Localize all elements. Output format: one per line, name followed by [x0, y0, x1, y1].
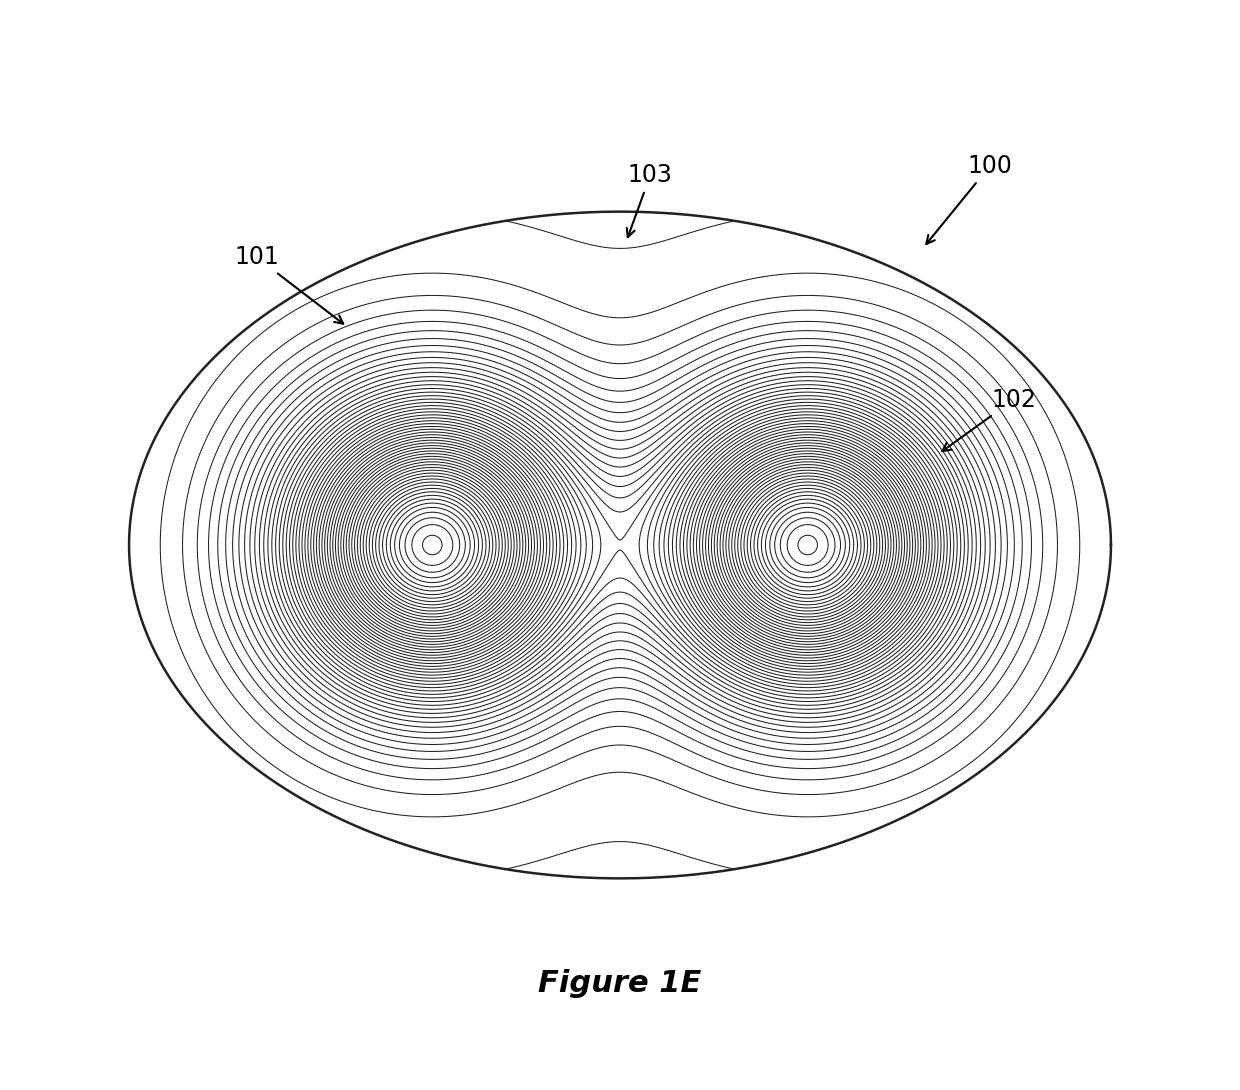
- Text: 101: 101: [234, 245, 343, 324]
- Text: 102: 102: [942, 388, 1037, 451]
- Text: Figure 1E: Figure 1E: [538, 969, 702, 998]
- Text: 100: 100: [926, 154, 1012, 244]
- Text: 103: 103: [626, 164, 673, 238]
